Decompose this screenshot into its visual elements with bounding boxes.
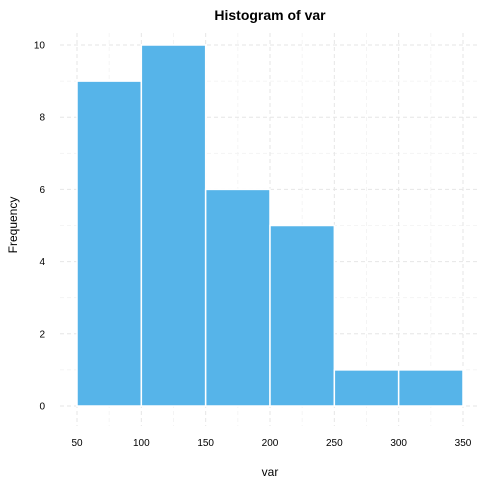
histogram-bars — [76, 44, 464, 407]
y-tick-label: 4 — [39, 257, 45, 268]
histogram-bar — [333, 369, 400, 407]
histogram-bar — [76, 80, 143, 407]
x-tick-label: 100 — [133, 438, 150, 449]
chart-title: Histogram of var — [214, 7, 326, 23]
y-tick-label: 2 — [39, 329, 45, 340]
y-tick-label: 8 — [39, 113, 45, 124]
x-tick-label: 150 — [197, 438, 214, 449]
x-tick-label: 200 — [262, 438, 279, 449]
y-axis-label: Frequency — [6, 197, 20, 254]
x-tick-label: 300 — [390, 438, 407, 449]
histogram-bar — [397, 369, 464, 407]
x-axis-label: var — [262, 465, 279, 479]
x-tick-label: 50 — [71, 438, 83, 449]
x-tick-label: 250 — [326, 438, 343, 449]
histogram-bar — [140, 44, 207, 407]
y-tick-label: 10 — [34, 41, 46, 52]
y-tick-label: 6 — [39, 185, 45, 196]
histogram-bar — [269, 224, 336, 407]
x-tick-label: 350 — [455, 438, 472, 449]
x-axis-ticks: 50 100 150 200 250 300 350 — [71, 438, 471, 449]
histogram-bar — [204, 188, 271, 407]
y-axis-ticks: 0 2 4 6 8 10 — [34, 41, 46, 413]
y-tick-label: 0 — [39, 402, 45, 413]
